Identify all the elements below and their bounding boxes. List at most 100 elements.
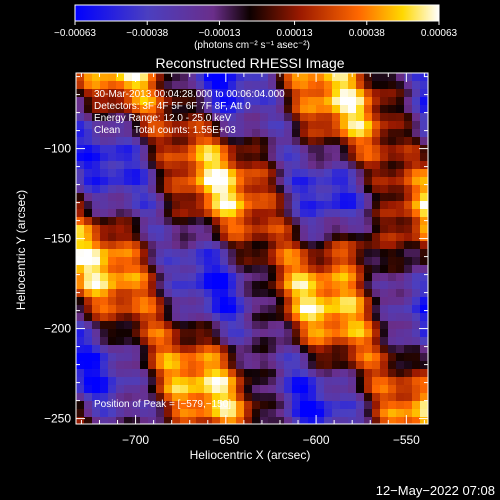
heatmap-pixel [252,97,260,105]
heatmap-pixel [244,313,252,321]
heatmap-pixel [316,97,324,105]
heatmap-pixel [92,209,100,217]
heatmap-pixel [388,137,396,145]
heatmap-pixel [84,361,92,369]
heatmap-pixel [76,225,84,233]
heatmap-pixel [420,89,428,97]
heatmap-pixel [196,289,204,297]
heatmap-pixel [244,97,252,105]
heatmap-pixel [180,265,188,273]
heatmap-pixel [364,313,372,321]
heatmap-pixel [164,377,172,385]
heatmap-pixel [420,281,428,289]
heatmap-pixel [356,369,364,377]
heatmap-pixel [132,129,140,137]
heatmap-pixel [116,81,124,89]
heatmap-pixel [324,289,332,297]
heatmap-pixel [308,321,316,329]
heatmap-pixel [380,329,388,337]
heatmap-pixel [140,265,148,273]
heatmap-pixel [76,353,84,361]
heatmap-pixel [108,185,116,193]
heatmap-pixel [92,305,100,313]
heatmap-pixel [196,185,204,193]
heatmap-pixel [252,185,260,193]
heatmap-pixel [356,321,364,329]
heatmap-pixel [396,353,404,361]
heatmap-pixel [316,393,324,401]
heatmap-pixel [92,249,100,257]
heatmap-pixel [188,153,196,161]
heatmap-pixel [116,273,124,281]
heatmap-pixel [172,241,180,249]
heatmap-pixel [108,217,116,225]
heatmap-pixel [140,89,148,97]
heatmap-pixel [100,401,108,409]
heatmap-pixel [212,321,220,329]
heatmap-pixel [196,297,204,305]
heatmap-pixel [308,385,316,393]
heatmap-pixel [92,329,100,337]
heatmap-pixel [380,209,388,217]
heatmap-pixel [292,385,300,393]
heatmap-pixel [420,345,428,353]
heatmap-pixel [412,185,420,193]
heatmap-pixel [108,81,116,89]
heatmap-pixel [284,417,292,424]
heatmap-pixel [92,345,100,353]
heatmap-pixel [244,153,252,161]
heatmap-pixel [308,273,316,281]
heatmap-pixel [404,385,412,393]
heatmap-pixel [268,401,276,409]
heatmap-pixel [92,281,100,289]
heatmap-pixel [364,225,372,233]
heatmap-pixel [172,81,180,89]
heatmap-pixel [212,105,220,113]
heatmap-pixel [316,129,324,137]
heatmap-pixel [228,265,236,273]
heatmap-pixel [300,361,308,369]
heatmap-pixel [196,265,204,273]
heatmap-pixel [188,401,196,409]
heatmap-pixel [188,177,196,185]
heatmap-pixel [148,393,156,401]
heatmap-pixel [132,121,140,129]
heatmap-pixel [148,345,156,353]
heatmap-pixel [372,361,380,369]
heatmap-pixel [348,321,356,329]
heatmap-pixel [396,129,404,137]
heatmap-pixel [244,129,252,137]
heatmap-pixel [380,185,388,193]
heatmap-pixel [100,305,108,313]
heatmap-pixel [228,89,236,97]
heatmap-pixel [372,305,380,313]
heatmap-pixel [236,289,244,297]
heatmap-pixel [180,329,188,337]
heatmap-pixel [148,105,156,113]
heatmap-pixel [340,185,348,193]
heatmap-pixel [412,273,420,281]
heatmap-pixel [276,369,284,377]
heatmap-pixel [364,369,372,377]
heatmap-pixel [300,329,308,337]
heatmap-pixel [316,241,324,249]
heatmap-pixel [356,89,364,97]
heatmap-pixel [140,409,148,417]
heatmap-pixel [348,257,356,265]
heatmap-pixel [204,337,212,345]
heatmap-pixel [220,185,228,193]
heatmap-pixel [284,289,292,297]
heatmap-pixel [420,97,428,105]
heatmap-pixel [228,97,236,105]
heatmap-pixel [108,361,116,369]
heatmap-pixel [324,233,332,241]
heatmap-pixel [308,193,316,201]
heatmap-pixel [308,329,316,337]
heatmap-pixel [244,321,252,329]
heatmap-pixel [356,201,364,209]
heatmap-pixel [412,417,420,424]
heatmap-pixel [172,361,180,369]
heatmap-pixel [380,217,388,225]
heatmap-pixel [180,377,188,385]
heatmap-pixel [260,329,268,337]
